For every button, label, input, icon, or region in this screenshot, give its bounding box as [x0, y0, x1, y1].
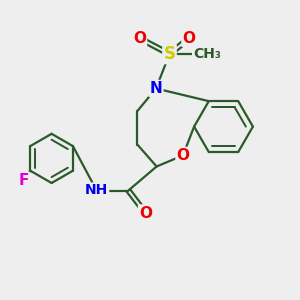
Text: NH: NH	[85, 184, 108, 197]
Text: S: S	[164, 45, 175, 63]
Text: O: O	[182, 31, 196, 46]
Text: O: O	[139, 206, 152, 220]
Text: CH₃: CH₃	[193, 47, 221, 61]
Text: O: O	[133, 31, 146, 46]
Text: N: N	[150, 81, 162, 96]
Text: O: O	[176, 148, 190, 163]
Text: F: F	[19, 173, 29, 188]
